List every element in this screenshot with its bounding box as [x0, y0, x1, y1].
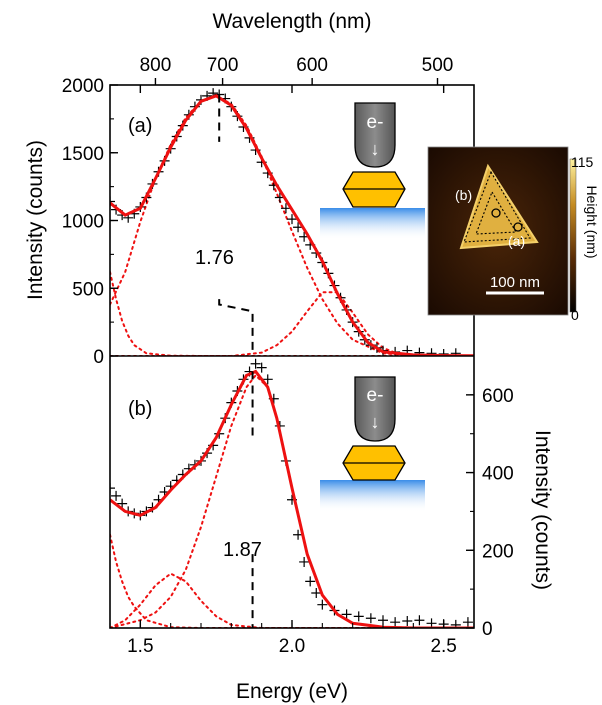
y-tick-label: 400 — [482, 464, 514, 485]
fit-component-2 — [110, 572, 474, 628]
inset-a-schematic: e- ↓ — [320, 102, 425, 240]
data-point — [262, 374, 273, 385]
top-tick-label: 500 — [422, 55, 454, 76]
data-point — [110, 483, 115, 494]
afm-marker-b-point — [491, 208, 501, 218]
afm-marker-a-point — [513, 222, 523, 232]
top-tick-label: 700 — [207, 55, 239, 76]
y-tick-label: 2000 — [62, 76, 104, 97]
y-tick-label: 1000 — [62, 212, 104, 233]
panel-a-ylabel: Intensity (counts) — [24, 140, 47, 300]
y-tick-label: 1500 — [62, 144, 104, 165]
peak-a-label: 1.76 — [195, 247, 234, 269]
y-tick-label: 200 — [482, 541, 514, 562]
top-axis-title: Wavelength (nm) — [212, 10, 371, 33]
data-point — [299, 556, 310, 567]
axes-group: 1.5 2.0 2.5 800 700 600 500 0 500 1000 1500 2000 0 20… — [62, 55, 514, 657]
afm-colorbar-min: 0 — [571, 307, 579, 323]
data-point — [305, 576, 316, 587]
y-tick-label: 500 — [72, 279, 104, 300]
data-point — [426, 348, 437, 356]
data-point — [365, 613, 376, 624]
y-tick-label: 0 — [93, 347, 104, 368]
tip-b — [354, 376, 396, 442]
afm-marker-b-label: (b) — [455, 187, 472, 203]
y-tick-label: 600 — [482, 386, 514, 407]
tip-a-electron-label: e- — [367, 112, 384, 133]
data-point — [256, 362, 267, 373]
afm-particle — [459, 163, 539, 250]
fit-component-3 — [110, 291, 474, 356]
panel-b-label: (b) — [128, 398, 152, 420]
top-tick-label: 800 — [140, 55, 172, 76]
data-point — [280, 203, 291, 214]
tip-a-arrow-icon: ↓ — [371, 139, 380, 159]
x-axis-title: Energy (eV) — [236, 680, 348, 703]
peak-b-label: 1.87 — [223, 539, 262, 561]
top-tick-label: 600 — [296, 55, 328, 76]
fit-component-1 — [110, 271, 474, 356]
data-point — [311, 588, 322, 599]
data-point — [462, 617, 473, 628]
substrate-b — [320, 480, 425, 512]
panel-b-ylabel: Intensity (counts) — [531, 430, 554, 590]
data-point — [341, 609, 352, 620]
panel-a-label: (a) — [128, 115, 152, 137]
fit-line — [110, 94, 474, 356]
y-tick-label: 0 — [482, 619, 493, 640]
data-point — [117, 498, 128, 509]
data-point — [450, 619, 461, 628]
tip-b-electron-label: e- — [367, 385, 384, 406]
afm-marker-a-label: (a) — [508, 233, 525, 249]
data-point — [110, 196, 115, 207]
afm-colorbar-max: 115 — [571, 154, 594, 170]
afm-colorbar — [569, 158, 577, 313]
afm-inset: (b) (a) 100 nm 115 0 Height (nm) — [427, 146, 600, 323]
data-point — [111, 490, 122, 501]
tip-a — [354, 102, 396, 168]
tip-b-arrow-icon: ↓ — [371, 412, 380, 432]
afm-inner-triangle-inner — [475, 190, 517, 235]
data-point — [287, 214, 297, 225]
data-point — [402, 616, 413, 627]
inset-b-schematic: e- ↓ — [320, 376, 425, 512]
fit-line — [110, 369, 474, 628]
data-point — [353, 611, 364, 622]
panel-a-plot — [110, 88, 474, 356]
data-point — [438, 348, 449, 356]
x-tick-label: 1.5 — [127, 636, 153, 657]
afm-scale-bar-label: 100 nm — [490, 274, 540, 291]
data-point — [450, 348, 461, 356]
data-point — [317, 599, 328, 610]
peak-a-guide-lower — [218, 299, 254, 356]
fit-component-1 — [110, 533, 474, 628]
data-point — [390, 617, 401, 628]
x-tick-label: 2.0 — [279, 636, 305, 657]
data-point — [414, 615, 425, 626]
data-point — [250, 358, 261, 369]
afm-colorbar-title: Height (nm) — [584, 185, 600, 258]
substrate-a — [320, 208, 425, 240]
x-tick-label: 2.5 — [430, 636, 456, 657]
afm-inner-triangle-outer — [463, 170, 531, 243]
